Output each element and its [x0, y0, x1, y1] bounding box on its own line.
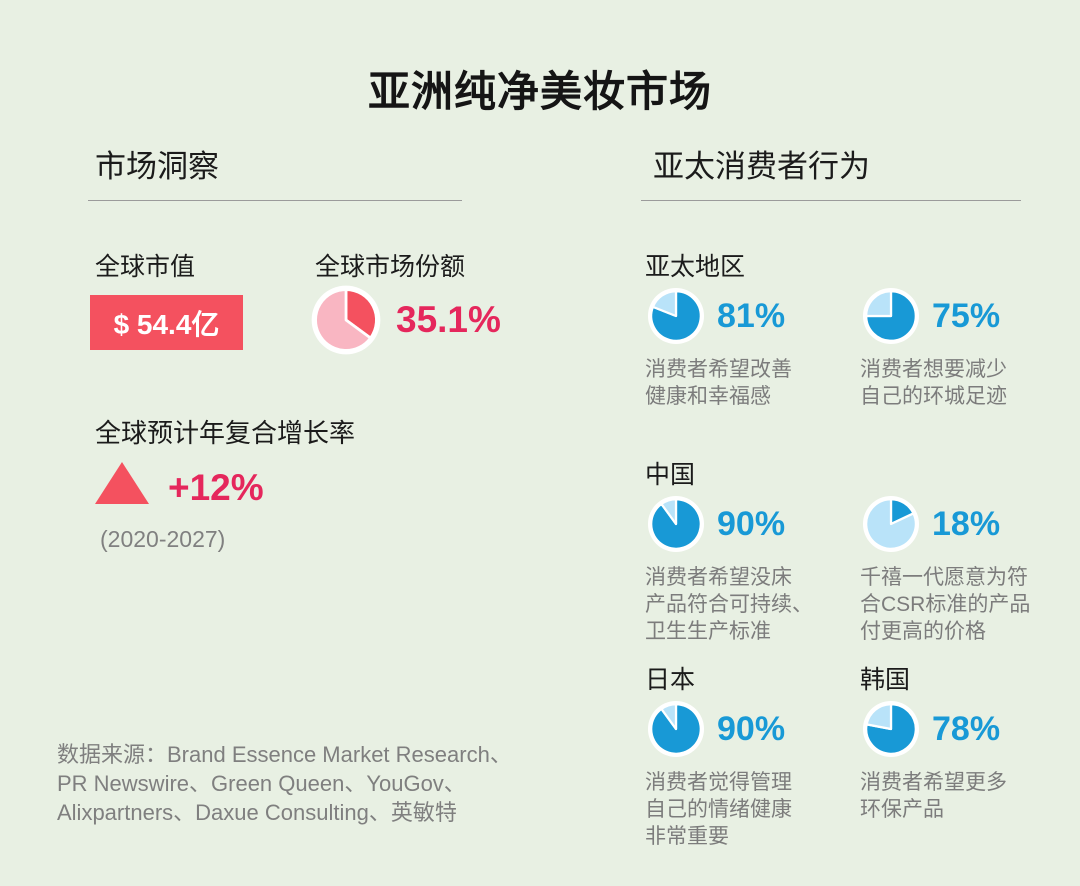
region-label	[860, 247, 1065, 285]
stat-percent: 18%	[932, 504, 1001, 543]
pie-chart-18	[860, 493, 922, 555]
consumer-behavior-header: 亚太消费者行为	[653, 149, 870, 184]
stat-china-sustainable: 中国 90% 消费者希望没床 产品符合可持续、 卫生生产标准	[645, 455, 860, 645]
market-share-pie-chart	[308, 282, 384, 358]
stat-korea-eco: 韩国 78% 消费者希望更多 环保产品	[860, 660, 1065, 850]
market-value-badge: $ 54.4亿	[90, 295, 243, 350]
stat-row-japan-korea: 日本 90% 消费者觉得管理 自己的情绪健康 非常重要 韩国 78% 消费者希望…	[645, 660, 1065, 850]
stat-pieline: 81%	[645, 285, 860, 347]
stat-percent: 90%	[717, 709, 786, 748]
stat-caption: 消费者希望改善 健康和幸福感	[645, 358, 792, 408]
region-label: 亚太地区	[645, 253, 746, 281]
market-share-label: 全球市场份额	[315, 253, 466, 281]
data-sources: 数据来源：Brand Essence Market Research、PR Ne…	[57, 742, 512, 825]
stat-pieline: 75%	[860, 285, 1065, 347]
pie-chart-78	[860, 698, 922, 760]
stat-apac-footprint: 75% 消费者想要减少 自己的环城足迹	[860, 247, 1065, 410]
pie-chart-75	[860, 285, 922, 347]
stat-percent: 75%	[932, 296, 1001, 335]
stat-pieline: 18%	[860, 493, 1065, 555]
stat-apac-wellbeing: 亚太地区 81% 消费者希望改善 健康和幸福感	[645, 247, 860, 410]
stat-caption: 千禧一代愿意为符 合CSR标准的产品 付更高的价格	[860, 566, 1031, 643]
region-label: 韩国	[860, 666, 911, 694]
pie-chart-81	[645, 285, 707, 347]
stat-pieline: 90%	[645, 493, 860, 555]
region-label	[860, 455, 1065, 493]
cagr-value: +12%	[168, 467, 264, 508]
page-title: 亚洲纯净美妆市场	[367, 68, 712, 116]
market-share-value: 35.1%	[396, 299, 501, 340]
stat-percent: 90%	[717, 504, 786, 543]
stat-china-csr: 18% 千禧一代愿意为符 合CSR标准的产品 付更高的价格	[860, 455, 1065, 645]
region-label: 日本	[645, 666, 696, 694]
market-value-label: 全球市值	[95, 253, 196, 281]
stat-pieline: 90%	[645, 698, 860, 760]
market-value-text: $ 54.4亿	[113, 308, 220, 340]
stat-caption: 消费者觉得管理 自己的情绪健康 非常重要	[645, 771, 792, 848]
region-label: 中国	[645, 461, 696, 489]
stat-pieline: 78%	[860, 698, 1065, 760]
stat-caption: 消费者想要减少 自己的环城足迹	[860, 358, 1007, 408]
stat-percent: 81%	[717, 296, 786, 335]
market-insights-divider	[88, 200, 462, 201]
stat-row-apac: 亚太地区 81% 消费者希望改善 健康和幸福感 75% 消费者想要减少 自己的环…	[645, 247, 1065, 410]
stat-row-china: 中国 90% 消费者希望没床 产品符合可持续、 卫生生产标准 18% 千禧一代愿…	[645, 455, 1065, 645]
pie-chart-90-china	[645, 493, 707, 555]
stat-percent: 78%	[932, 709, 1001, 748]
stat-japan-emotional: 日本 90% 消费者觉得管理 自己的情绪健康 非常重要	[645, 660, 860, 850]
stat-caption: 消费者希望没床 产品符合可持续、 卫生生产标准	[645, 566, 813, 643]
cagr-label: 全球预计年复合增长率	[95, 418, 356, 448]
cagr-period: (2020-2027)	[100, 526, 226, 552]
market-insights-header: 市场洞察	[95, 149, 219, 184]
pie-chart-90-japan	[645, 698, 707, 760]
consumer-behavior-divider	[641, 200, 1021, 201]
growth-triangle-icon	[95, 462, 149, 504]
stat-caption: 消费者希望更多 环保产品	[860, 771, 1007, 821]
